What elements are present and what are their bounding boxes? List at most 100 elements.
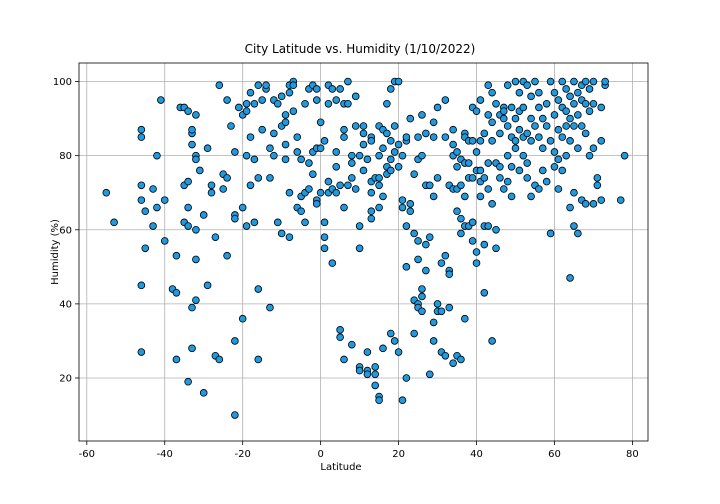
data-point	[449, 140, 457, 149]
data-point	[266, 303, 274, 312]
data-point	[597, 137, 606, 145]
data-point	[320, 233, 329, 241]
data-points	[102, 77, 629, 419]
data-point	[192, 296, 200, 304]
data-point	[312, 85, 321, 93]
data-point	[410, 329, 418, 338]
data-point	[488, 337, 496, 345]
data-point	[566, 114, 574, 123]
data-point	[188, 125, 196, 134]
data-point	[250, 218, 259, 227]
data-point	[289, 107, 298, 115]
data-point	[468, 137, 477, 145]
data-point	[425, 181, 434, 190]
data-point	[258, 96, 266, 104]
data-point	[457, 229, 465, 238]
data-point	[172, 251, 181, 260]
data-point	[464, 159, 473, 167]
data-point	[199, 211, 208, 219]
data-point	[429, 318, 438, 327]
data-point	[285, 188, 294, 197]
y-axis-ticks: 20 40 60 80 100	[53, 77, 79, 385]
data-point	[546, 77, 555, 86]
data-point	[371, 363, 379, 371]
data-point	[316, 118, 325, 127]
data-point	[550, 162, 559, 171]
data-point	[398, 396, 407, 405]
data-point	[375, 151, 383, 160]
data-point	[476, 137, 485, 145]
data-point	[589, 200, 598, 208]
data-point	[227, 122, 235, 130]
data-point	[137, 196, 146, 204]
data-point	[231, 148, 239, 156]
data-point	[496, 162, 504, 171]
data-point	[472, 148, 481, 156]
data-point	[422, 129, 430, 138]
data-point	[332, 148, 341, 156]
data-point	[437, 307, 446, 316]
data-point	[192, 225, 200, 234]
data-point	[379, 344, 387, 353]
y-tick-label: 40	[59, 299, 72, 310]
data-point	[184, 377, 192, 386]
data-point	[581, 200, 590, 208]
data-point	[355, 366, 364, 375]
data-point	[386, 166, 395, 175]
data-point	[277, 229, 286, 238]
data-point	[348, 159, 356, 167]
data-point	[203, 144, 212, 153]
data-point	[246, 181, 255, 190]
data-point	[340, 133, 348, 141]
data-point	[581, 77, 590, 86]
data-point	[390, 337, 399, 345]
data-point	[511, 77, 520, 86]
data-point	[503, 151, 512, 160]
data-point	[488, 137, 496, 145]
data-point	[503, 122, 512, 130]
data-point	[519, 151, 528, 160]
data-point	[196, 166, 204, 175]
data-point	[223, 251, 231, 260]
data-point	[242, 107, 251, 115]
data-point	[355, 222, 364, 230]
data-point	[441, 251, 450, 260]
data-point	[110, 218, 118, 227]
data-point	[554, 185, 563, 193]
data-point	[328, 259, 337, 267]
grid	[79, 63, 648, 441]
data-point	[223, 96, 231, 104]
data-point	[402, 133, 411, 141]
data-point	[511, 114, 520, 123]
data-point	[429, 337, 438, 345]
data-point	[507, 103, 516, 112]
data-point	[137, 125, 146, 134]
data-point	[585, 151, 594, 160]
data-point	[620, 151, 629, 160]
data-point	[215, 355, 224, 364]
data-point	[157, 96, 165, 104]
data-point	[379, 144, 387, 153]
data-point	[472, 259, 481, 267]
y-tick-label: 60	[59, 225, 72, 236]
data-point	[422, 266, 430, 275]
data-point	[597, 103, 606, 112]
data-point	[351, 185, 360, 193]
data-point	[141, 207, 150, 216]
data-point	[102, 188, 111, 197]
data-point	[593, 174, 602, 182]
data-point	[355, 151, 364, 160]
data-point	[461, 314, 469, 323]
data-point	[386, 329, 395, 338]
data-point	[379, 192, 387, 201]
data-point	[527, 192, 535, 201]
data-point	[515, 125, 524, 134]
data-point	[453, 148, 461, 156]
data-point	[562, 151, 570, 160]
data-point	[297, 155, 305, 164]
data-point	[359, 166, 368, 175]
data-point	[231, 337, 239, 345]
data-point	[351, 92, 360, 101]
data-point	[480, 174, 489, 182]
